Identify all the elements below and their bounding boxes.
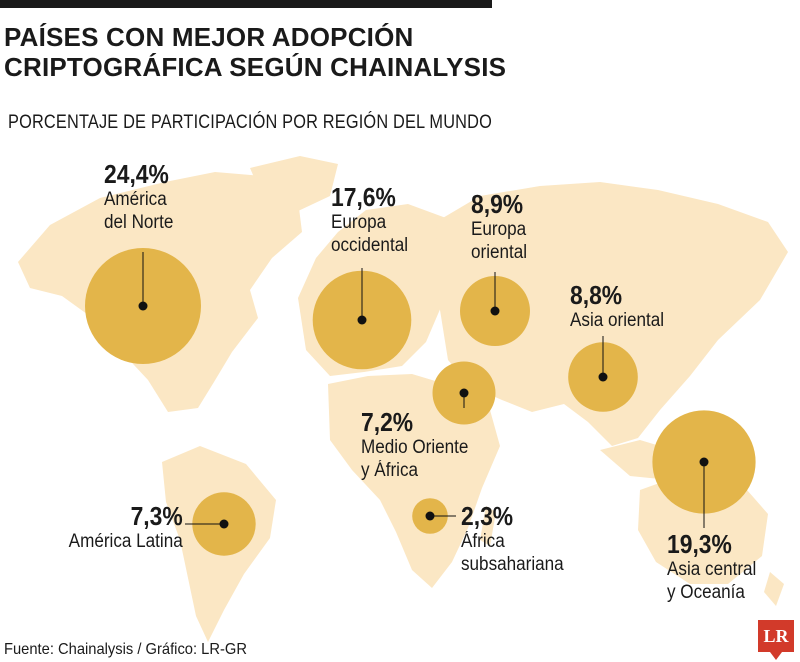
label-north-america: 24,4% América del Norte [104, 160, 181, 234]
title-line-2: CRIPTOGRÁFICA SEGÚN CHAINALYSIS [4, 52, 507, 82]
pct-central-asia-oceania: 19,3% [667, 529, 732, 559]
label-sub-saharan-africa: 2,3% África subsahariana [461, 502, 575, 576]
lr-logo: LR [758, 620, 794, 652]
pct-middle-east-africa: 7,2% [361, 407, 414, 437]
name-sub-saharan-africa-1: África [461, 531, 505, 552]
name-east-asia-1: Asia oriental [570, 310, 665, 331]
name-eastern-europe-2: oriental [471, 242, 528, 263]
name-north-america-2: del Norte [104, 212, 174, 233]
pct-eastern-europe: 8,9% [471, 189, 524, 219]
pct-western-europe: 17,6% [331, 182, 396, 212]
land-madagascar [480, 506, 496, 546]
name-central-asia-oceania-1: Asia central [667, 559, 757, 580]
name-western-europe-2: occidental [331, 235, 409, 256]
land-asia [436, 182, 788, 446]
label-central-asia-oceania: 19,3% Asia central y Oceanía [667, 530, 766, 604]
name-central-asia-oceania-2: y Oceanía [667, 582, 745, 603]
name-western-europe-1: Europa [331, 212, 387, 233]
land-greenland [250, 156, 338, 212]
top-rule [0, 0, 492, 8]
chart-subtitle: PORCENTAJE DE PARTICIPACIÓN POR REGIÓN D… [8, 112, 492, 133]
pct-latin-america: 7,3% [130, 501, 183, 531]
lr-logo-tail [770, 652, 782, 660]
title-line-1: PAÍSES CON MEJOR ADOPCIÓN [4, 22, 414, 52]
pct-east-asia: 8,8% [570, 280, 623, 310]
name-middle-east-africa-2: y África [361, 460, 419, 481]
label-east-asia: 8,8% Asia oriental [570, 281, 675, 332]
land-africa [328, 374, 500, 588]
label-latin-america: 7,3% América Latina [56, 502, 183, 553]
source-note: Fuente: Chainalysis / Gráfico: LR-GR [4, 641, 247, 658]
pct-sub-saharan-africa: 2,3% [461, 501, 514, 531]
name-latin-america-1: América Latina [68, 531, 183, 552]
label-western-europe: 17,6% Europa occidental [331, 183, 417, 257]
bubble-layer [85, 248, 756, 556]
chart-title: PAÍSES CON MEJOR ADOPCIÓN CRIPTOGRÁFICA … [4, 22, 564, 82]
name-eastern-europe-1: Europa [471, 219, 527, 240]
label-eastern-europe: 8,9% Europa oriental [471, 190, 533, 264]
name-sub-saharan-africa-2: subsahariana [461, 554, 564, 575]
name-north-america-1: América [104, 189, 167, 210]
pct-north-america: 24,4% [104, 159, 169, 189]
land-new-zealand [764, 572, 784, 606]
label-middle-east-africa: 7,2% Medio Oriente y África [361, 408, 480, 482]
name-middle-east-africa-1: Medio Oriente [361, 437, 469, 458]
